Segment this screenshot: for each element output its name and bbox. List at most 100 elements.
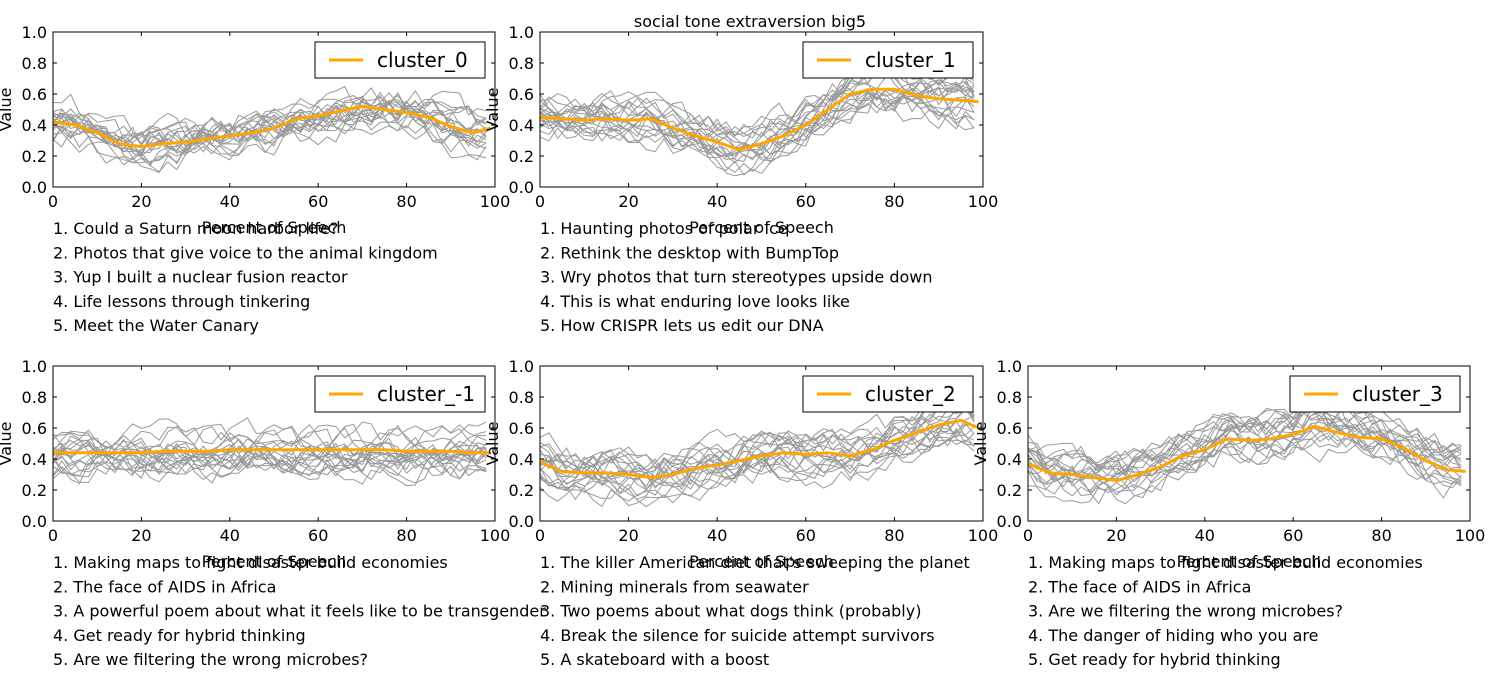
x-tick-label: 0	[48, 192, 58, 211]
axes-frame	[1027, 365, 1471, 522]
talk-title: 5. A skateboard with a boost	[540, 650, 769, 669]
speech-trace	[53, 417, 487, 455]
y-tick-label: 0.0	[997, 512, 1022, 531]
x-tick-label: 60	[796, 526, 816, 545]
legend-label: cluster_-1	[377, 382, 475, 406]
talk-title: 5. Get ready for hybrid thinking	[1028, 650, 1281, 669]
x-tick-label: 20	[131, 526, 151, 545]
y-tick-label: 0.2	[509, 481, 534, 500]
speech-trace	[1028, 397, 1462, 475]
y-tick-label: 1.0	[997, 357, 1022, 376]
y-tick-label: 0.0	[509, 512, 534, 531]
talk-title: 4. The danger of hiding who you are	[1028, 626, 1319, 645]
legend-label: cluster_1	[865, 48, 956, 72]
speech-trace	[540, 436, 975, 489]
y-tick-label: 0.4	[22, 450, 47, 469]
y-axis-label: Value	[483, 422, 502, 466]
speech-trace	[540, 427, 975, 508]
x-tick-label: 100	[480, 192, 511, 211]
y-tick-label: 0.8	[509, 54, 534, 73]
y-tick-label: 0.0	[22, 178, 47, 197]
talk-title: 1. Making maps to fight disaster build e…	[1028, 553, 1423, 572]
legend-label: cluster_3	[1352, 382, 1443, 406]
speech-trace	[53, 431, 487, 466]
mean-line	[53, 104, 491, 149]
y-axis-label: Value	[483, 88, 502, 132]
chart-panel-0: 0 20 40 60 80 100 0.0 0.2 0.4 0.6 0.8 1.0 Percent of…	[0, 23, 510, 335]
y-tick-label: 0.2	[509, 147, 534, 166]
talk-title: 3. Yup I built a nuclear fusion reactor	[53, 268, 348, 287]
speech-trace	[1028, 424, 1462, 494]
y-axis-label: Value	[971, 422, 990, 466]
speech-trace	[1028, 428, 1462, 493]
speech-trace	[540, 429, 975, 508]
speech-trace	[1028, 441, 1462, 504]
speech-trace	[540, 420, 975, 492]
x-tick-label: 80	[396, 192, 416, 211]
y-tick-label: 0.2	[22, 147, 47, 166]
speech-trace	[53, 446, 487, 487]
talk-title: 1. Haunting photos of polar ice	[540, 219, 788, 238]
talk-title: 3. Are we filtering the wrong microbes?	[1028, 602, 1343, 621]
speech-trace	[1028, 403, 1462, 475]
y-tick-label: 0.4	[509, 450, 534, 469]
talk-title: 4. Life lessons through tinkering	[53, 292, 310, 311]
talk-title: 1. Could a Saturn moon harbor life?	[53, 219, 338, 238]
speech-trace	[1028, 429, 1462, 505]
x-tick-label: 0	[1023, 526, 1033, 545]
y-tick-label: 0.0	[22, 512, 47, 531]
y-tick-label: 1.0	[509, 23, 534, 42]
x-tick-label: 40	[707, 526, 727, 545]
speech-trace	[540, 57, 975, 139]
x-axis-label: Percent of Speech	[1177, 552, 1322, 571]
axes-frame	[52, 365, 496, 522]
x-tick-label: 60	[308, 192, 328, 211]
mean-line	[540, 87, 979, 152]
y-tick-label: 0.6	[997, 419, 1022, 438]
y-tick-label: 0.0	[509, 178, 534, 197]
y-tick-label: 1.0	[22, 357, 47, 376]
speech-trace	[540, 395, 975, 474]
mean-line	[1028, 424, 1466, 483]
speech-trace	[540, 394, 975, 478]
speech-trace	[53, 99, 487, 156]
x-tick-label: 0	[535, 526, 545, 545]
plot-lines	[1028, 395, 1466, 505]
talk-title: 1. Making maps to fight disaster build e…	[53, 553, 448, 572]
y-tick-label: 1.0	[509, 357, 534, 376]
x-tick-label: 100	[480, 526, 511, 545]
x-tick-label: 0	[535, 192, 545, 211]
talk-title: 4. Get ready for hybrid thinking	[53, 626, 306, 645]
speech-trace	[540, 415, 975, 499]
axes-frame	[539, 31, 984, 188]
x-tick-label: 40	[707, 192, 727, 211]
x-tick-label: 20	[618, 526, 638, 545]
y-tick-label: 0.8	[22, 388, 47, 407]
x-tick-label: 0	[48, 526, 58, 545]
talk-title: 2. Rethink the desktop with BumpTop	[540, 243, 839, 262]
y-tick-label: 0.4	[997, 450, 1022, 469]
x-axis-label: Percent of Speech	[689, 218, 834, 237]
y-tick-label: 0.6	[509, 85, 534, 104]
talk-title: 2. Mining minerals from seawater	[540, 577, 809, 596]
x-tick-label: 40	[220, 192, 240, 211]
speech-trace	[540, 394, 975, 481]
y-tick-label: 0.6	[22, 419, 47, 438]
speech-trace	[53, 438, 487, 474]
speech-trace	[53, 109, 487, 174]
plot-lines	[540, 394, 980, 508]
talk-title: 5. How CRISPR lets us edit our DNA	[540, 316, 824, 335]
axes-frame	[539, 365, 984, 522]
y-axis-label: Value	[0, 88, 15, 132]
x-tick-label: 20	[1106, 526, 1126, 545]
speech-trace	[53, 100, 487, 154]
speech-trace	[53, 424, 487, 463]
axes-frame	[52, 31, 496, 188]
speech-trace	[53, 100, 487, 147]
x-tick-label: 100	[1455, 526, 1486, 545]
y-tick-label: 0.2	[22, 481, 47, 500]
talk-title: 3. A powerful poem about what it feels l…	[53, 602, 546, 621]
